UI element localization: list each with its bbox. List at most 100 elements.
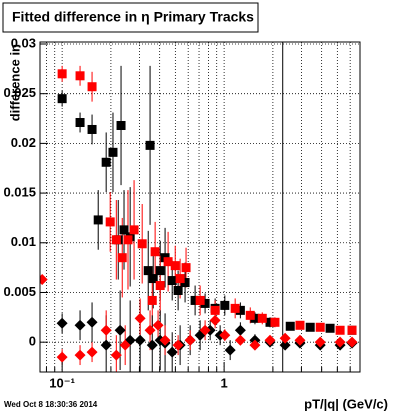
point (87, 82, 97, 92)
point (86, 346, 98, 358)
point (123, 235, 133, 245)
point (152, 319, 164, 331)
point (100, 339, 112, 351)
point (119, 225, 129, 235)
point (40, 274, 48, 286)
point (175, 274, 185, 284)
point (315, 322, 325, 332)
point (56, 351, 68, 363)
point (250, 313, 260, 323)
point (108, 147, 118, 157)
point (285, 321, 295, 331)
point (74, 349, 86, 361)
point (75, 71, 85, 81)
y-tick-label: 0 (29, 334, 36, 349)
y-tick-label: 0.03 (11, 35, 36, 50)
point (57, 69, 67, 79)
point (173, 285, 183, 295)
point (134, 312, 146, 324)
timestamp: Wed Oct 8 18:30:36 2014 (4, 400, 98, 409)
point (147, 295, 157, 305)
point (145, 140, 155, 150)
point (167, 276, 177, 286)
y-tick-label: 0.025 (3, 85, 36, 100)
point (314, 336, 326, 348)
x-tick-label: 1 (221, 375, 228, 390)
point (166, 346, 178, 358)
point (219, 329, 231, 341)
point (93, 215, 103, 225)
point (325, 323, 335, 333)
point (172, 339, 184, 351)
point (137, 239, 147, 249)
point (230, 303, 240, 313)
x-tick-label: 10⁻¹ (49, 375, 75, 390)
point (57, 94, 67, 104)
point (74, 319, 86, 331)
point (279, 339, 291, 351)
point (294, 334, 306, 346)
point (234, 324, 246, 336)
point (100, 324, 112, 336)
axes: 0 0.005 0.01 0.015 0.02 0.025 0.03 10⁻¹ 1 (3, 35, 351, 390)
point (170, 261, 180, 271)
point (184, 334, 196, 346)
point (143, 266, 153, 276)
point (116, 120, 126, 130)
y-axis-title: difference in (7, 44, 22, 121)
point (335, 325, 345, 335)
point (56, 317, 68, 329)
point (210, 305, 220, 315)
point (235, 305, 245, 315)
frame (39, 41, 361, 373)
point (265, 317, 275, 327)
point (209, 314, 221, 326)
point (119, 339, 131, 351)
point (199, 324, 211, 336)
point (264, 334, 276, 346)
point (86, 316, 98, 328)
point (159, 334, 171, 346)
y-tick-label: 0.02 (11, 135, 36, 150)
point (245, 310, 255, 320)
point (305, 322, 315, 332)
point (163, 257, 173, 267)
point (224, 344, 236, 356)
point (110, 349, 122, 361)
plot-area (40, 65, 358, 372)
point (279, 332, 291, 344)
point (148, 274, 158, 284)
point (257, 313, 267, 323)
point (190, 295, 200, 305)
point (155, 266, 165, 276)
point (220, 300, 230, 310)
x-axis-title: pT/|q| (GeV/c) (304, 396, 388, 411)
point (101, 157, 111, 167)
point (111, 235, 121, 245)
point (146, 339, 158, 351)
y-tick-label: 0.01 (11, 234, 36, 249)
point (234, 334, 246, 346)
title-box (2, 2, 259, 33)
point (144, 324, 156, 336)
point (347, 325, 357, 335)
point (346, 336, 358, 348)
point (134, 334, 146, 346)
point (181, 263, 191, 273)
y-tick-label: 0.005 (3, 284, 36, 299)
point (117, 253, 127, 263)
point (75, 118, 85, 128)
point (87, 124, 97, 134)
point (114, 324, 126, 336)
point (180, 278, 190, 288)
point (150, 247, 160, 257)
point (270, 317, 280, 327)
chart-title: Fitted difference in η Primary Tracks (12, 9, 254, 25)
point (334, 336, 346, 348)
y-tick-label: 0.015 (3, 185, 36, 200)
point (249, 339, 261, 351)
point (295, 320, 305, 330)
point (200, 298, 210, 308)
